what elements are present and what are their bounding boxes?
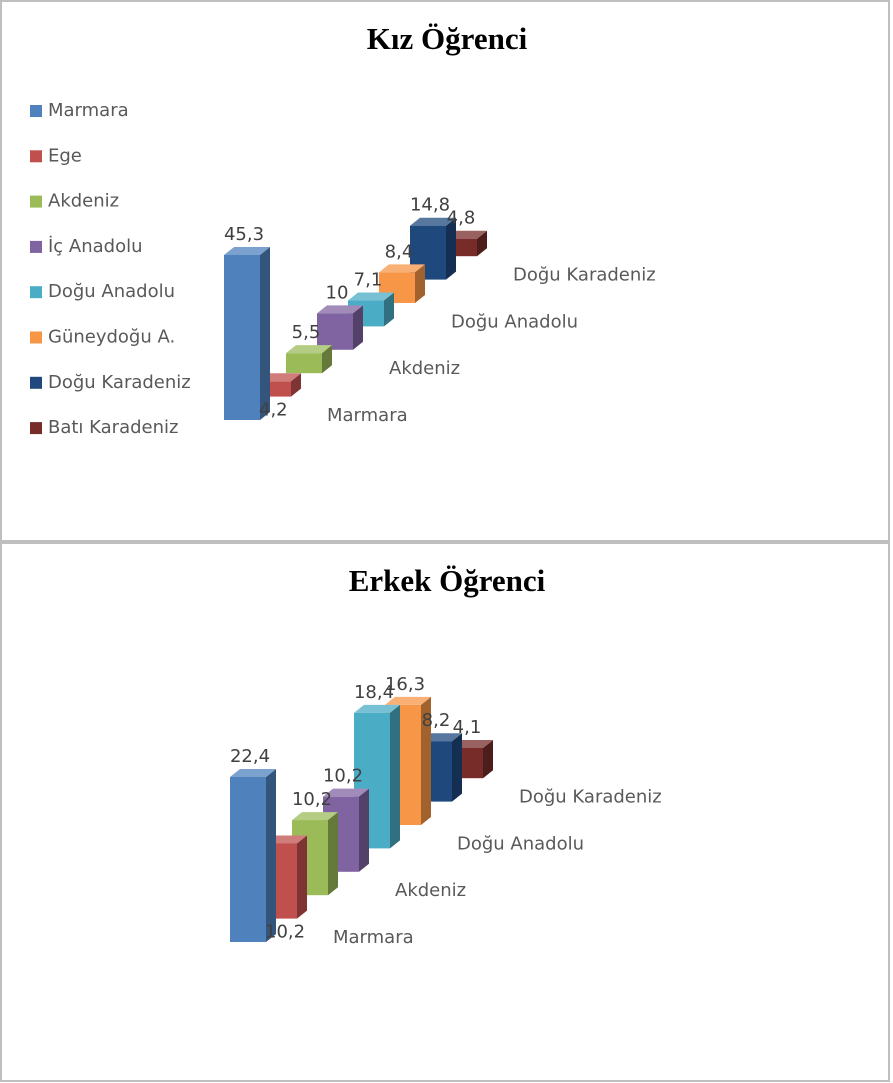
category-label: Doğu Anadolu <box>457 833 584 854</box>
value-label: 8,4 <box>385 241 414 262</box>
legend-swatch <box>30 105 42 117</box>
legend-swatch <box>30 240 42 253</box>
legend-label: Doğu Anadolu <box>48 281 175 302</box>
bar-side <box>421 696 431 825</box>
bar-top <box>286 345 332 354</box>
bar <box>230 769 276 942</box>
bar-side <box>291 373 301 397</box>
bar-side <box>322 345 332 374</box>
value-label: 45,3 <box>224 224 264 245</box>
legend-swatch <box>30 286 42 299</box>
bar-side <box>452 733 462 802</box>
bar-top <box>292 812 338 821</box>
bar <box>323 788 369 872</box>
legend-label: Marmara <box>48 100 129 121</box>
bar-side <box>390 704 400 849</box>
value-label: 10,2 <box>323 766 363 787</box>
value-label: 7,1 <box>354 270 383 291</box>
category-label: Marmara <box>333 927 414 948</box>
legend-swatch <box>30 422 42 435</box>
legend-label: Batı Karadeniz <box>48 417 178 438</box>
value-label: 16,3 <box>385 674 425 695</box>
bar-side <box>415 264 425 303</box>
value-label: 22,4 <box>230 746 270 767</box>
value-label: 10 <box>326 282 349 303</box>
bar-side <box>483 739 493 779</box>
bar <box>286 345 332 374</box>
legend-swatch <box>30 331 42 344</box>
bar-side <box>266 769 276 942</box>
legend-swatch <box>30 150 42 163</box>
chart-frame <box>0 542 890 1082</box>
value-label: 10,2 <box>292 789 332 810</box>
bar-top <box>379 264 425 273</box>
value-label: 5,5 <box>292 322 321 343</box>
bar-side <box>359 788 369 872</box>
bar <box>410 217 456 280</box>
bar-top <box>348 292 394 301</box>
category-label: Marmara <box>327 405 408 426</box>
legend-label: Akdeniz <box>48 191 119 212</box>
bar-side <box>328 812 338 896</box>
chart-title: Erkek Öğrenci <box>349 563 546 598</box>
bar-top <box>230 769 276 777</box>
bar-front <box>230 777 266 942</box>
legend-label: Ege <box>48 145 82 166</box>
value-label: 14,8 <box>410 195 450 216</box>
bar-side <box>384 292 394 327</box>
legend-swatch <box>30 195 42 208</box>
bar-side <box>260 247 270 420</box>
bar-top <box>224 247 270 255</box>
value-label: 4,1 <box>453 717 482 738</box>
value-label: 4,8 <box>447 208 476 229</box>
legend-label: Güneydoğu A. <box>48 327 175 348</box>
bar-front <box>224 255 260 420</box>
bar <box>224 247 270 420</box>
category-label: Doğu Karadeniz <box>513 265 656 286</box>
category-label: Akdeniz <box>389 358 460 379</box>
bar-top <box>410 217 456 226</box>
bar <box>317 305 363 350</box>
bar-side <box>446 217 456 280</box>
category-label: Akdeniz <box>395 880 466 901</box>
bar-side <box>353 305 363 350</box>
category-label: Doğu Karadeniz <box>519 787 662 808</box>
bar-side <box>477 230 487 257</box>
bar-top <box>385 696 431 705</box>
bar-front <box>317 313 353 350</box>
chart-title: Kız Öğrenci <box>367 21 528 56</box>
legend-label: Doğu Karadeniz <box>48 372 191 393</box>
bar-front <box>286 353 322 374</box>
bar-top <box>323 788 369 797</box>
value-label: 10,2 <box>265 922 305 943</box>
category-label: Doğu Anadolu <box>451 311 578 332</box>
value-label: 8,2 <box>422 710 451 731</box>
legend-swatch <box>30 376 42 389</box>
legend-label: İç Anadolu <box>48 236 143 257</box>
value-label: 18,4 <box>354 682 394 703</box>
bar-side <box>297 835 307 919</box>
bar-top <box>354 704 400 713</box>
value-label: 4,2 <box>259 400 288 421</box>
bar <box>379 264 425 303</box>
bar-top <box>317 305 363 314</box>
chart-frame <box>0 0 890 542</box>
